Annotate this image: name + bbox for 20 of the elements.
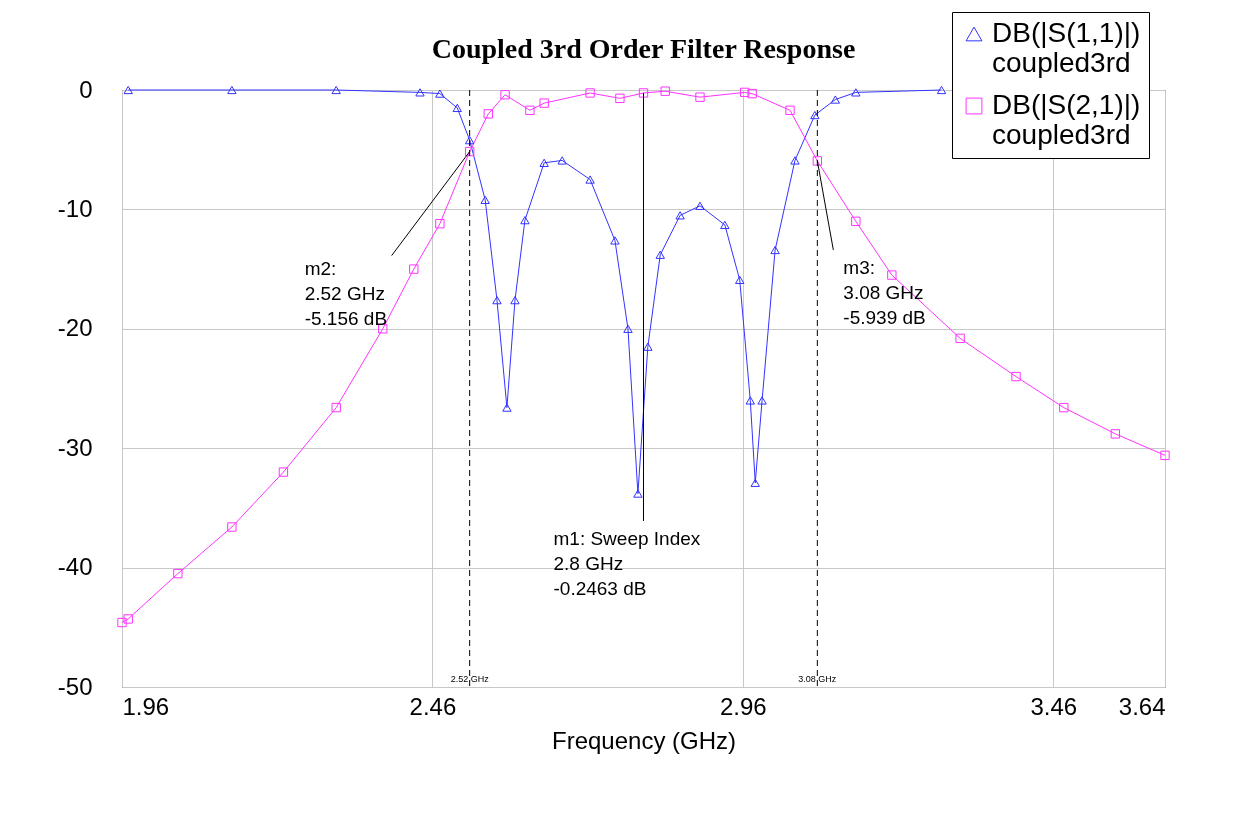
chart-title: Coupled 3rd Order Filter Response <box>431 32 856 64</box>
legend-label: DB(|S(1,1)|) coupled3rd <box>992 17 1141 78</box>
x-tick-label: 3.46 <box>1030 692 1078 720</box>
y-tick-label: 0 <box>79 75 93 103</box>
y-tick-label: -30 <box>57 433 93 461</box>
ref-line-label: 3.08 GHz <box>798 674 837 684</box>
y-tick-label: -40 <box>57 553 93 581</box>
ref-line-label: 2.52 GHz <box>450 674 490 684</box>
y-tick-label: -10 <box>57 194 93 222</box>
x-tick-label: 2.96 <box>719 692 767 720</box>
y-tick-label: -20 <box>57 314 93 342</box>
y-tick-label: -50 <box>57 672 93 700</box>
annotation: m2: 2.52 GHz -5.156 dB <box>304 257 388 329</box>
legend-label: DB(|S(2,1)|) coupled3rd <box>992 89 1141 150</box>
annotation: m3: 3.08 GHz -5.939 dB <box>843 256 926 328</box>
annotation: m1: Sweep Index 2.8 GHz -0.2463 dB <box>553 527 701 599</box>
x-tick-label: 3.64 <box>1118 692 1166 720</box>
x-tick-label: 2.46 <box>409 692 457 720</box>
x-axis-title: Frequency (GHz) <box>551 726 737 754</box>
x-tick-label: 1.96 <box>122 692 170 720</box>
